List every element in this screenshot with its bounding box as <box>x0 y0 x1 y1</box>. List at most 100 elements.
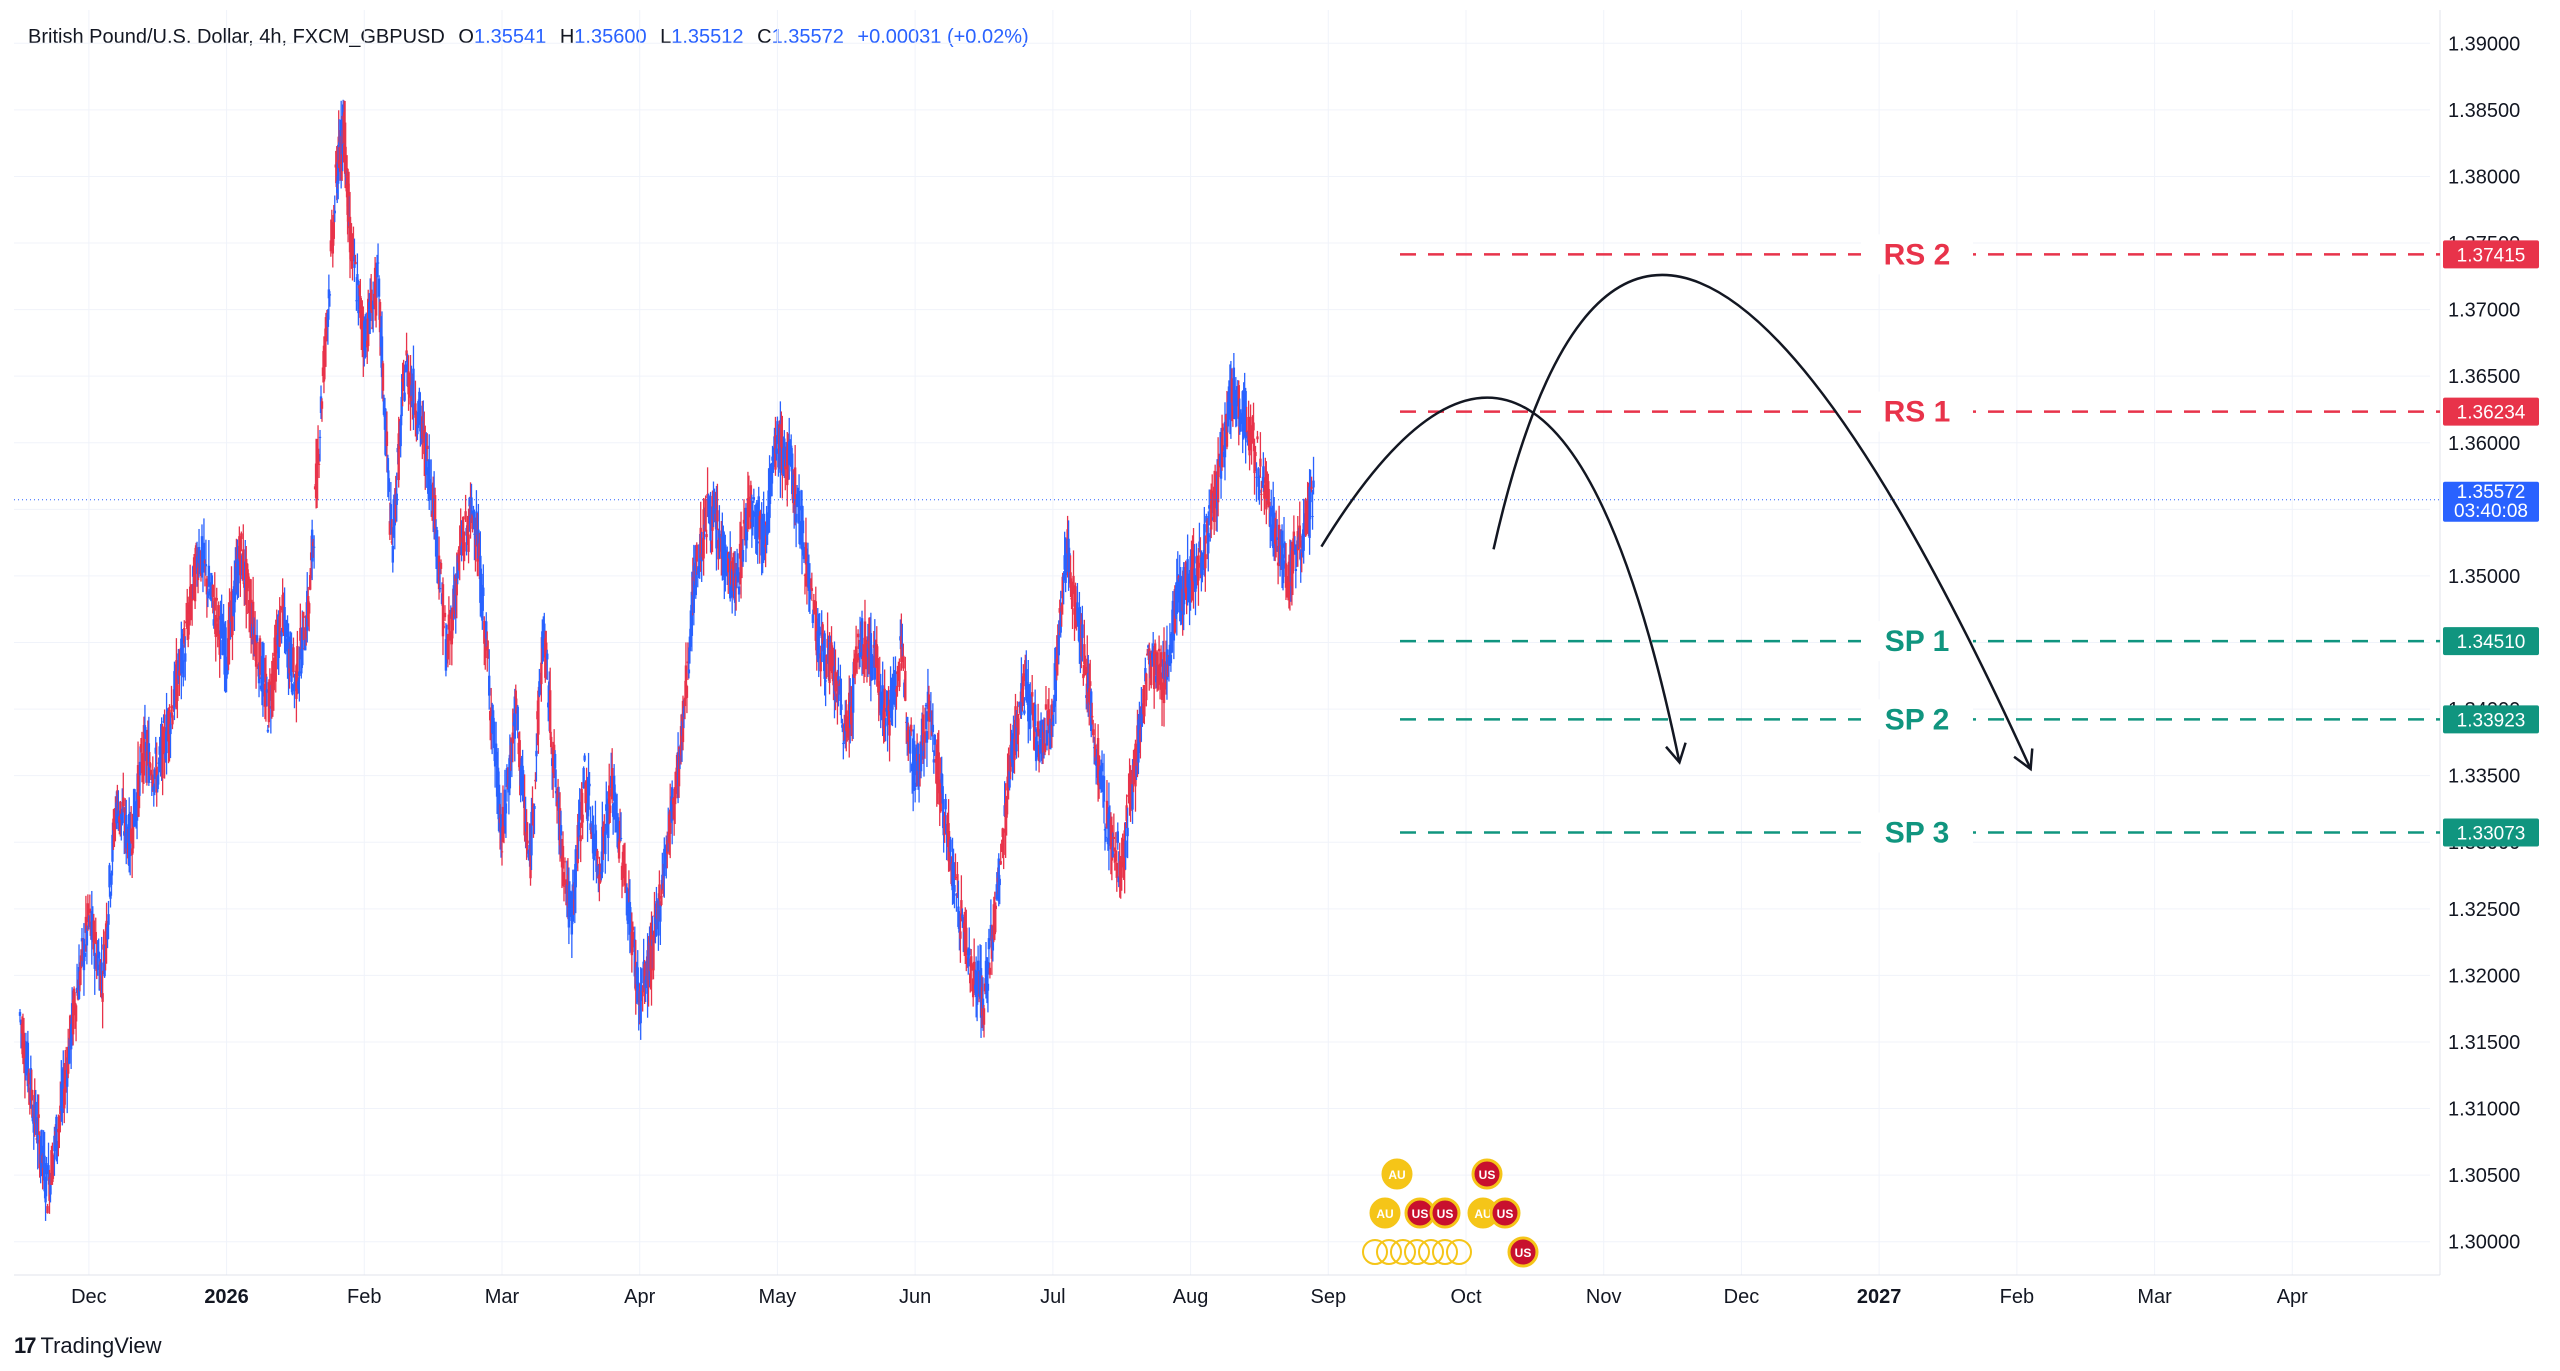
candle-body <box>395 493 398 505</box>
candle-body <box>1207 533 1210 554</box>
candle-body <box>600 871 603 874</box>
candle-body <box>967 949 970 967</box>
candle-body <box>126 826 129 842</box>
candle-body <box>361 319 364 332</box>
candle-body <box>462 531 465 549</box>
candle-body <box>1029 694 1032 729</box>
tradingview-logo[interactable]: 17 TradingView <box>14 1333 162 1359</box>
x-tick-label: Aug <box>1173 1286 1209 1308</box>
candle-body <box>492 721 496 749</box>
candle-body <box>836 672 839 702</box>
candle-body <box>549 736 553 748</box>
candle-body <box>1043 743 1047 753</box>
candle-body <box>702 509 705 559</box>
candle-body <box>685 686 689 698</box>
candle-body <box>1220 436 1224 468</box>
candle-body <box>1044 704 1048 710</box>
candle-body <box>484 634 487 659</box>
candle-body <box>53 1135 56 1152</box>
candle-body <box>797 490 801 521</box>
candle-body <box>713 510 716 517</box>
candle-body <box>794 513 798 523</box>
candle-body <box>131 814 135 849</box>
candle-body <box>1201 558 1204 575</box>
candle-body <box>383 408 387 430</box>
candle-body <box>56 1141 59 1149</box>
candle-body <box>664 846 667 848</box>
x-tick-label: Oct <box>1450 1286 1482 1308</box>
candle-body <box>694 545 697 596</box>
event-marker-label: US <box>1412 1207 1429 1221</box>
candle-body <box>1138 719 1141 737</box>
candle-body <box>351 236 354 262</box>
candle-body <box>103 960 106 977</box>
candle-body <box>969 973 972 984</box>
candle-body <box>863 621 867 663</box>
low-value: 1.35512 <box>671 26 744 48</box>
candle-body <box>149 769 153 776</box>
candle-body <box>578 801 581 819</box>
candle-body <box>61 1090 64 1102</box>
candle-body <box>682 707 686 717</box>
candle-body <box>69 1024 73 1050</box>
candle-body <box>683 697 687 707</box>
candle-body <box>500 851 504 853</box>
candle-body <box>419 405 422 432</box>
candle-body <box>525 831 528 848</box>
candle-body <box>486 646 489 651</box>
candle-body <box>1257 468 1260 487</box>
x-tick-label: Apr <box>624 1286 655 1308</box>
candle-body <box>881 685 884 721</box>
candle-body <box>381 363 385 391</box>
candle-body <box>468 497 471 507</box>
candle-body <box>898 663 901 687</box>
candle-body <box>567 885 571 928</box>
candle-body <box>661 874 664 889</box>
candle-body <box>173 671 176 710</box>
candle-body <box>97 951 100 956</box>
candle-body <box>814 601 817 641</box>
candle-body <box>1216 460 1220 503</box>
candle-body <box>1134 743 1137 787</box>
candle-body <box>640 985 643 996</box>
candle-body <box>821 624 824 644</box>
candle-body <box>45 1163 48 1175</box>
candle-body <box>380 336 384 378</box>
candle-body <box>1261 486 1264 488</box>
candle-body <box>488 675 491 696</box>
candle-body <box>845 710 848 732</box>
candle-body <box>958 917 961 933</box>
candle-body <box>451 607 455 631</box>
candle-body <box>699 527 702 559</box>
level-price-tag <box>2443 397 2539 426</box>
candle-body <box>579 835 582 842</box>
candle-body <box>624 884 628 886</box>
candle-body <box>318 436 322 438</box>
candle-body <box>254 641 258 667</box>
candle-body <box>183 627 186 644</box>
candle-body <box>860 618 864 660</box>
candle-body <box>838 684 841 686</box>
candle-body <box>933 734 937 745</box>
candle-body <box>470 497 473 519</box>
change-value: +0.00031 (+0.02%) <box>857 26 1029 48</box>
candle-body <box>976 960 980 982</box>
candle-body <box>55 1116 58 1160</box>
candle-body <box>107 914 110 925</box>
candle-body <box>554 790 558 794</box>
candle-body <box>184 653 187 662</box>
candle-body <box>1171 600 1175 618</box>
candle-body <box>769 478 772 482</box>
candle-body <box>1211 490 1214 497</box>
candle-body <box>801 520 805 534</box>
candle-body <box>87 918 91 920</box>
candle-body <box>546 653 549 660</box>
candle-body <box>1252 422 1255 431</box>
candle-body <box>1050 704 1054 736</box>
candle-body <box>441 584 445 637</box>
event-marker-label: US <box>1497 1207 1514 1221</box>
candle-body <box>1117 876 1120 883</box>
candle-body <box>37 1114 40 1118</box>
candle-body <box>1058 608 1061 613</box>
